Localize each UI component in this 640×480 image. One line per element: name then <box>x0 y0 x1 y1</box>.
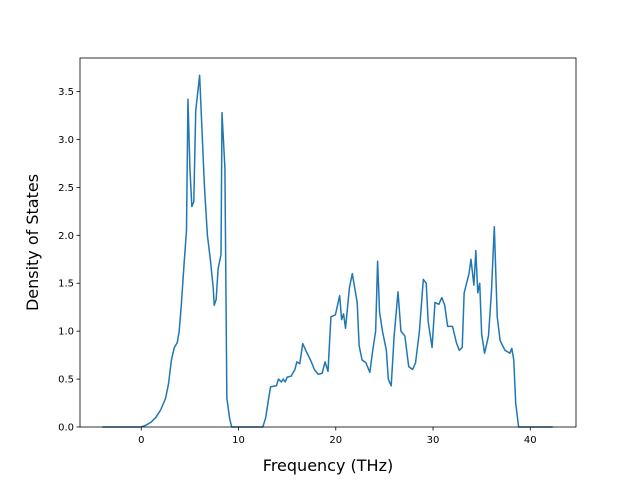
x-axis-label: Frequency (THz) <box>263 456 393 475</box>
x-tick-label: 20 <box>329 435 342 446</box>
x-tick-label: 0 <box>138 435 144 446</box>
y-tick-label: 2.5 <box>58 183 74 194</box>
line-series <box>102 74 553 428</box>
y-tick-label: 0.5 <box>58 375 74 386</box>
y-tick-label: 2.0 <box>58 231 74 242</box>
y-axis-label: Density of States <box>23 174 42 311</box>
plot-frame <box>79 57 577 428</box>
y-tick-label: 3.5 <box>58 87 74 98</box>
x-tick-label: 40 <box>524 435 537 446</box>
x-tick-label: 30 <box>427 435 440 446</box>
y-tick-label: 0.0 <box>58 423 74 434</box>
y-tick-label: 3.0 <box>58 135 74 146</box>
y-tick-label: 1.5 <box>58 279 74 290</box>
x-tick-label: 10 <box>232 435 245 446</box>
y-tick-label: 1.0 <box>58 327 74 338</box>
